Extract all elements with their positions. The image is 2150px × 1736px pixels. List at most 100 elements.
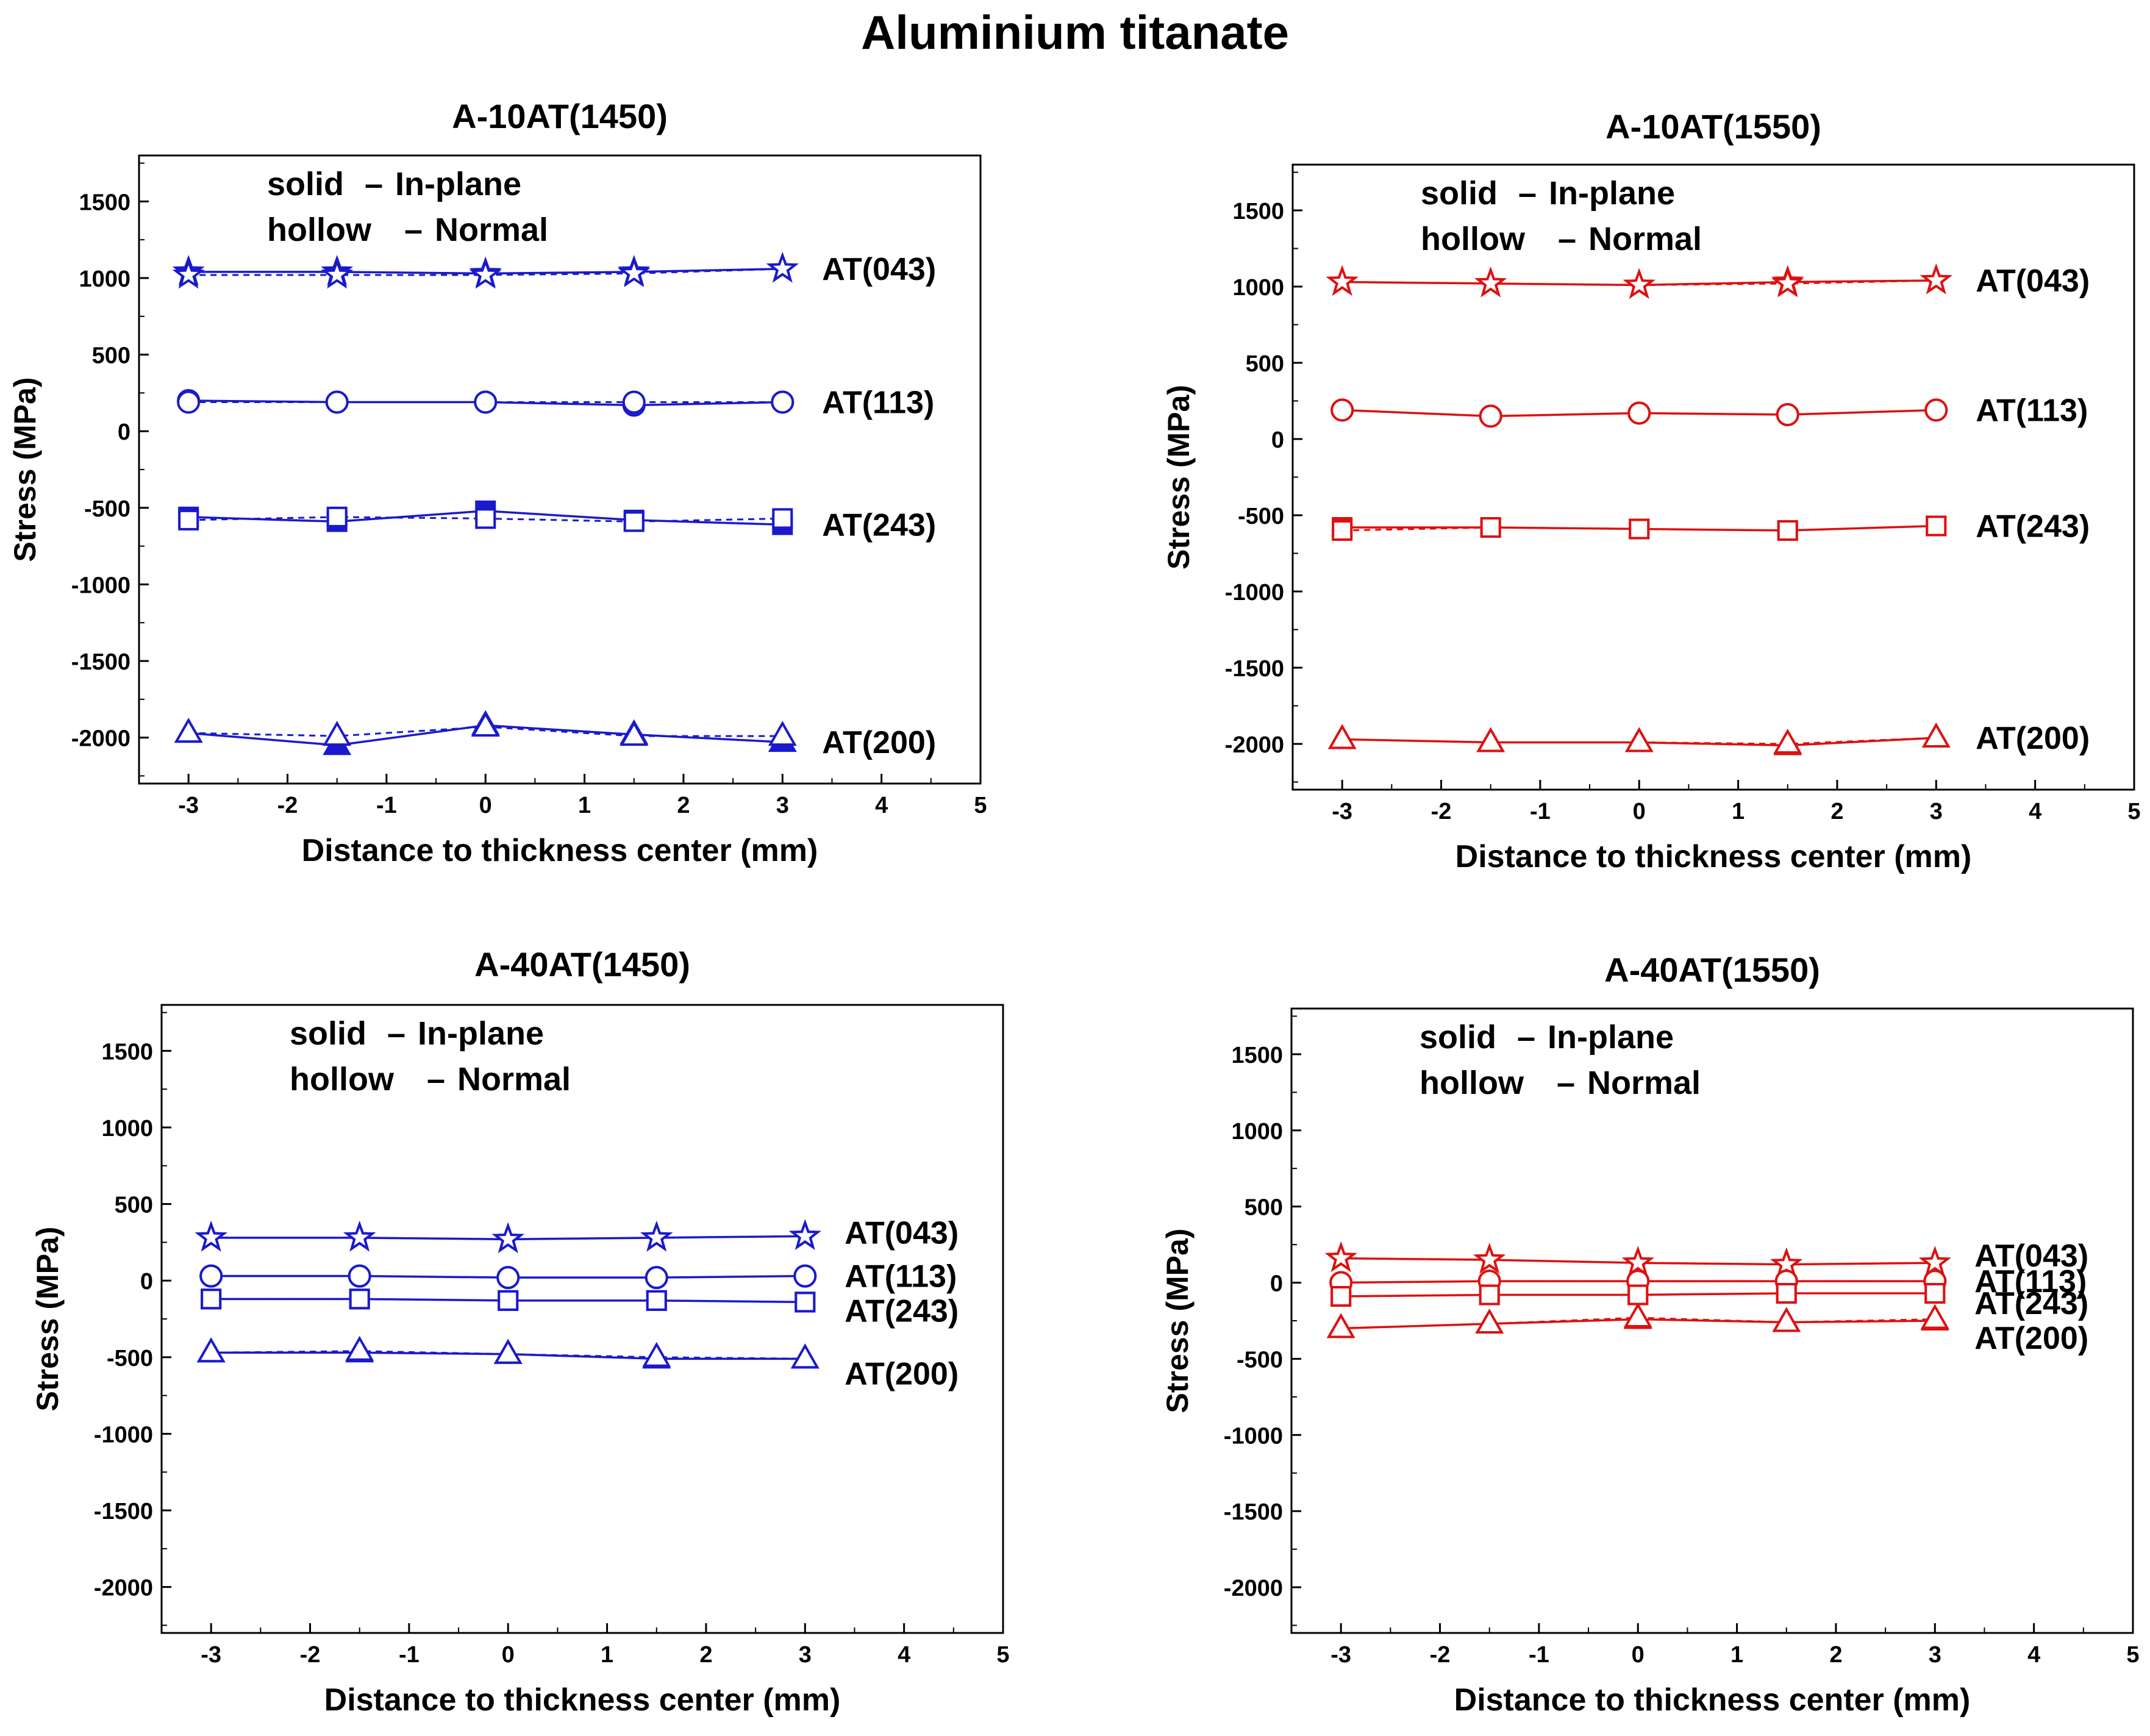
y-tick-label: -500 bbox=[107, 1346, 153, 1371]
series-AT(043) bbox=[195, 1219, 821, 1253]
legend-label-solid: In-plane bbox=[395, 166, 521, 202]
normal-point bbox=[645, 1266, 668, 1290]
x-tick-label: 2 bbox=[677, 793, 690, 818]
x-tick-label: -2 bbox=[1430, 1642, 1451, 1668]
series-label: AT(200) bbox=[822, 725, 936, 760]
y-tick-label: -2000 bbox=[1224, 1576, 1283, 1601]
normal-point bbox=[1627, 401, 1651, 425]
x-tick-label: -3 bbox=[178, 793, 199, 818]
x-tick-label: -1 bbox=[376, 793, 397, 818]
y-tick-label: 1500 bbox=[1232, 199, 1284, 224]
x-tick-label: 3 bbox=[799, 1642, 812, 1668]
normal-point bbox=[1480, 517, 1501, 538]
normal-point bbox=[177, 390, 201, 414]
x-tick-label: 3 bbox=[776, 793, 789, 818]
normal-point bbox=[788, 1219, 821, 1250]
normal-point bbox=[1773, 728, 1802, 754]
series-label: AT(243) bbox=[1976, 509, 2090, 545]
normal-point bbox=[795, 1291, 816, 1313]
series-label: AT(043) bbox=[845, 1215, 959, 1251]
series-AT(243) bbox=[201, 1288, 816, 1313]
normal-point bbox=[496, 1266, 520, 1290]
x-tick-label: 4 bbox=[2029, 799, 2041, 824]
legend-label-solid: In-plane bbox=[1549, 175, 1675, 212]
series-label: AT(113) bbox=[1974, 1264, 2087, 1299]
series-AT(113) bbox=[177, 388, 795, 417]
normal-point bbox=[768, 721, 797, 746]
x-tick-label: 3 bbox=[1929, 1642, 1941, 1668]
x-tick-label: -1 bbox=[1529, 1642, 1549, 1668]
y-axis-label: Stress (MPa) bbox=[8, 377, 42, 562]
y-tick-label: -1000 bbox=[71, 573, 130, 598]
x-tick-label: 3 bbox=[1930, 799, 1943, 824]
normal-point bbox=[620, 721, 649, 746]
y-tick-label: 500 bbox=[115, 1193, 153, 1218]
x-axis-label: Distance to thickness center (mm) bbox=[1455, 839, 1972, 874]
series-AT(243) bbox=[178, 500, 793, 535]
normal-point bbox=[1332, 520, 1353, 541]
series-AT(243) bbox=[1330, 1283, 1946, 1307]
normal-point bbox=[766, 252, 799, 283]
normal-point bbox=[1627, 1284, 1649, 1306]
chart-title: A-10AT(1450) bbox=[452, 97, 668, 135]
normal-point bbox=[1926, 515, 1947, 537]
series-label: AT(043) bbox=[1974, 1238, 2088, 1274]
x-tick-label: 0 bbox=[1632, 1642, 1645, 1668]
y-tick-label: -1000 bbox=[1225, 580, 1284, 605]
series-AT(200) bbox=[196, 1335, 820, 1369]
legend-hollow: hollow bbox=[1421, 221, 1526, 257]
normal-point bbox=[1475, 1308, 1504, 1334]
normal-point bbox=[1924, 1283, 1946, 1304]
x-tick-label: 1 bbox=[601, 1642, 613, 1668]
normal-point bbox=[1330, 1286, 1352, 1307]
x-tick-label: 0 bbox=[1633, 799, 1646, 824]
normal-point bbox=[622, 390, 646, 414]
normal-point bbox=[1623, 268, 1655, 299]
legend-solid: solid bbox=[1421, 175, 1498, 212]
chart-title: A-40AT(1550) bbox=[1604, 951, 1820, 989]
normal-point bbox=[640, 1221, 673, 1252]
legend-label-hollow: Normal bbox=[457, 1061, 571, 1098]
chart-a10at-1450: A-10AT(1450) -2000 -1500 -1000 -500 0 500 1000 1… bbox=[8, 97, 987, 868]
series-AT(243) bbox=[1332, 515, 1947, 541]
x-axis-label: Distance to thickness center (mm) bbox=[302, 833, 818, 868]
x-axis-label: Distance to thickness center (mm) bbox=[324, 1682, 841, 1718]
series-AT(113) bbox=[1330, 398, 1948, 428]
x-tick-label: -1 bbox=[399, 1642, 420, 1668]
series-label: AT(043) bbox=[822, 252, 936, 287]
y-tick-label: 500 bbox=[1246, 351, 1284, 377]
x-tick-label: 5 bbox=[974, 793, 987, 818]
normal-point bbox=[1324, 1241, 1357, 1273]
normal-point bbox=[1918, 1246, 1951, 1277]
normal-point bbox=[323, 721, 352, 746]
normal-point bbox=[1924, 398, 1948, 422]
y-tick-label: -500 bbox=[1237, 1347, 1283, 1373]
y-tick-label: -1500 bbox=[71, 649, 130, 675]
normal-point bbox=[1920, 263, 1952, 295]
y-tick-label: 1500 bbox=[79, 190, 130, 215]
series-AT(200) bbox=[1326, 1302, 1949, 1338]
y-axis-label: Stress (MPa) bbox=[1162, 385, 1196, 570]
chart-a10at-1550: A-10AT(1550) -2000 -1500 -1000 -500 0 500 1000 1… bbox=[1162, 107, 2141, 874]
normal-point bbox=[178, 509, 199, 530]
normal-point bbox=[1776, 1283, 1797, 1304]
normal-point bbox=[1473, 1243, 1506, 1274]
x-tick-label: 2 bbox=[699, 1642, 712, 1668]
y-tick-label: 1000 bbox=[1232, 275, 1284, 301]
normal-point bbox=[196, 1337, 226, 1363]
x-tick-label: 2 bbox=[1830, 799, 1843, 824]
normal-point bbox=[646, 1290, 667, 1311]
y-tick-label: 1000 bbox=[79, 266, 130, 292]
x-tick-label: 1 bbox=[1732, 799, 1745, 824]
x-tick-label: -3 bbox=[201, 1642, 221, 1668]
normal-point bbox=[491, 1222, 524, 1253]
y-tick-label: 0 bbox=[1270, 1271, 1283, 1297]
normal-point bbox=[475, 508, 496, 529]
series-label: AT(113) bbox=[822, 385, 934, 420]
x-tick-label: 1 bbox=[578, 793, 591, 818]
legend-dash: – bbox=[1557, 1065, 1575, 1101]
y-tick-label: 1500 bbox=[101, 1039, 153, 1065]
chart-title: A-40AT(1450) bbox=[474, 945, 690, 984]
legend-solid: solid bbox=[290, 1015, 366, 1052]
normal-point bbox=[471, 712, 500, 737]
